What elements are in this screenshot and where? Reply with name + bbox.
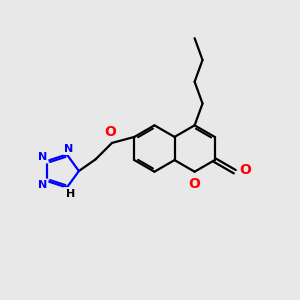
Text: H: H (66, 189, 75, 199)
Text: O: O (239, 163, 251, 177)
Text: O: O (105, 125, 116, 140)
Text: N: N (64, 188, 74, 198)
Text: N: N (64, 144, 74, 154)
Text: N: N (38, 180, 47, 190)
Text: N: N (38, 152, 47, 162)
Text: O: O (189, 177, 201, 191)
